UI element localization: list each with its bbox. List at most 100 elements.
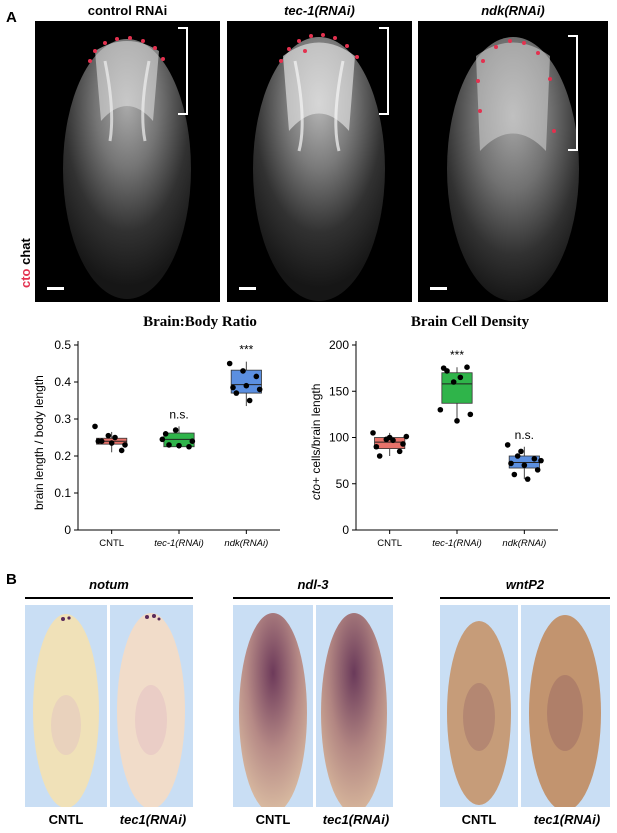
chart-title-brain-density: Brain Cell Density [410,314,530,330]
data-point [504,442,511,448]
column-title-ndk: ndk(RNAi) [481,3,545,18]
data-point [467,411,474,418]
data-point [373,443,380,450]
ish-label-wntp2-tec1: tec1(RNAi) [533,812,601,827]
ish-title-wntp2: wntP2 [505,577,545,592]
ish-photo-wntp2-cntl [440,605,518,807]
ish-photo-notum-tec1 [110,605,193,807]
y-tick-label: 0.4 [54,375,71,389]
data-point [233,390,240,396]
ish-photo-ndl3-tec1 [316,605,393,807]
chart-brain-body-ratio: 0 0.1 0.2 0.3 0.4 0.5 CNTL tec-1(RNAi) n.s. ndk(R… [54,338,280,549]
chart-brain-cell-density: 0 50 100 150 200 CNTL tec-1(RNAi) *** ndk(RNAi) n… [329,338,558,549]
ish-divider-ndl3 [233,597,393,599]
significance-label: n.s. [169,407,188,421]
ish-title-notum: notum [89,577,129,592]
data-point [246,397,253,404]
data-point [118,447,125,454]
column-title-tec1: tec-1(RNAi) [284,3,355,18]
data-point [538,457,544,464]
data-point [464,364,470,370]
data-point [122,442,128,448]
scale-bar [430,287,447,290]
ish-label-ndl3-cntl: CNTL [255,812,291,827]
x-tick-label: ndk(RNAi) [224,538,268,549]
data-point [390,437,396,444]
data-point [396,448,403,455]
data-point [112,434,118,441]
x-tick-label: tec-1(RNAi) [432,538,482,549]
data-point [226,360,233,367]
x-tick-label: CNTL [99,538,124,549]
data-point [370,430,376,436]
data-point [162,431,169,437]
side-label: cto chat [18,220,33,320]
y-tick-label: 0 [342,523,349,537]
data-point [98,438,105,444]
ish-photo-notum-cntl [25,605,107,807]
panel-letter-a: A [6,9,17,26]
data-point [521,462,528,469]
data-point [531,455,538,462]
data-point [172,427,179,433]
ish-photo-ndl3-cntl [233,605,313,807]
y-tick-label: 50 [336,477,350,491]
panel-letter-b: B [6,571,17,588]
data-point [243,382,250,389]
data-point [454,418,460,424]
y-tick-label: 0.1 [54,486,71,500]
column-title-control: control RNAi [87,3,168,18]
brain-bracket [178,27,188,115]
ish-label-notum-cntl: CNTL [48,812,84,827]
box [441,372,473,404]
significance-label: *** [239,343,253,357]
y-tick-label: 100 [329,431,349,445]
x-tick-label: ndk(RNAi) [502,538,546,549]
micrograph-tec1 [227,21,412,302]
scale-bar [47,287,64,290]
data-point [534,467,541,473]
data-point [518,448,524,455]
data-point [92,423,98,430]
y-tick-label: 200 [329,338,349,352]
y-tick-label: 0 [64,523,71,537]
data-point [444,368,450,374]
x-tick-label: tec-1(RNAi) [154,538,204,549]
significance-label: *** [450,348,464,362]
scale-bar [239,287,256,290]
data-point [508,460,514,467]
significance-label: n.s. [515,428,534,442]
data-point [105,432,112,439]
y-tick-label: 0.3 [54,412,71,426]
ish-photo-wntp2-tec1 [521,605,610,807]
brain-bracket [568,35,578,151]
data-point [186,443,192,450]
ish-divider-notum [25,597,193,599]
data-point [524,476,531,482]
data-point [176,442,182,449]
data-point [159,436,166,443]
micrograph-control [35,21,220,302]
y-tick-label: 150 [329,384,349,398]
data-point [514,453,521,459]
chart-title-brain-body: Brain:Body Ratio [143,314,257,330]
ish-title-ndl3: ndl-3 [297,577,329,592]
data-point [189,438,196,444]
data-point [253,373,260,380]
data-point [230,384,236,391]
micrograph-ndk [418,21,608,302]
data-point [166,442,172,448]
data-point [376,453,383,459]
ish-label-ndl3-tec1: tec1(RNAi) [322,812,390,827]
ish-divider-wntp2 [440,597,610,599]
data-point [108,440,115,446]
data-point [437,406,444,413]
brain-bracket [379,27,389,115]
data-point [400,441,406,447]
data-point [511,471,518,478]
data-point [450,379,457,385]
ish-label-notum-tec1: tec1(RNAi) [119,812,187,827]
ish-label-wntp2-cntl: CNTL [461,812,497,827]
side-label-chat: chat [18,238,33,265]
data-point [240,368,246,374]
